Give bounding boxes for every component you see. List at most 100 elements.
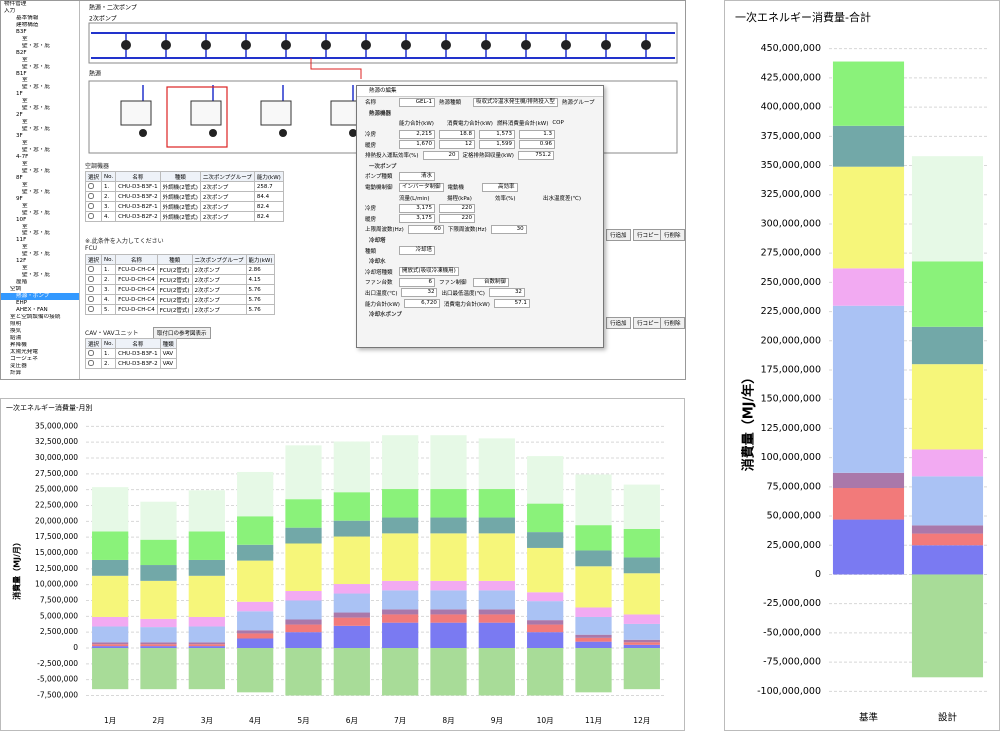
row-button[interactable]: 行コピー [633,317,664,329]
checkbox[interactable] [88,192,94,199]
tree-item[interactable]: 室 [1,224,79,231]
checkbox[interactable] [88,359,94,366]
tree-item[interactable]: 空調 [1,286,79,293]
tree-item[interactable]: 4-7F [1,154,79,161]
field-value[interactable]: 吸収式冷温水発生機/排熱投入型 [473,97,558,107]
tree-item[interactable]: 壁・窓・庇 [1,43,79,50]
field-value[interactable]: 台数制御 [473,277,509,287]
field-value[interactable]: 開放式(吸収冷凍機用) [399,267,459,277]
tree-item[interactable]: 室 [1,161,79,168]
row-button[interactable]: 行追加 [606,317,631,329]
tree-item[interactable]: 室 [1,57,79,64]
tree-item[interactable]: 室 [1,36,79,43]
tree-item[interactable]: 9F [1,196,79,203]
tree-item[interactable]: 壁・窓・庇 [1,64,79,71]
field-value[interactable]: 2,215 [399,129,435,139]
field-value[interactable]: 1,599 [479,140,515,150]
tree-item[interactable]: 照明 [1,321,79,328]
field-value[interactable]: 751.2 [517,150,554,160]
field-value[interactable]: 1,573 [479,129,515,139]
tree-item[interactable]: 室 [1,203,79,210]
tree-item[interactable]: 基本情報 [1,15,79,22]
checkbox[interactable] [88,182,94,189]
field-value[interactable]: インバータ制御 [399,182,444,192]
tree-item[interactable]: 壁・窓・庇 [1,230,79,237]
row-button[interactable]: 行削除 [660,317,685,329]
tree-item[interactable]: B1F [1,71,79,78]
field-value[interactable]: 1,670 [399,140,435,150]
tree-item[interactable]: 1F [1,91,79,98]
field-value[interactable]: 3,175 [399,203,435,213]
checkbox[interactable] [88,305,94,312]
field-value[interactable]: 冷却塔 [399,246,435,256]
field-value[interactable]: 60 [407,224,444,234]
tree-item[interactable]: 壁・窓・庇 [1,168,79,175]
checkbox[interactable] [88,212,94,219]
tree-item[interactable]: B2F [1,50,79,57]
field-value[interactable]: 6 [399,277,435,287]
tree-item[interactable]: 物件管理 [1,1,79,8]
checkbox[interactable] [88,349,94,356]
tree-item[interactable]: AHEX・FAN [1,307,79,314]
tree-item[interactable]: 8F [1,175,79,182]
field-value[interactable]: 1.3 [519,129,555,139]
figure-button[interactable]: 取付口の参考図表示 [153,327,211,339]
field-value[interactable]: 18.8 [439,129,475,139]
tree-item[interactable]: 12F [1,258,79,265]
field-value[interactable]: 6,720 [403,299,440,309]
field-value[interactable]: 清水 [399,171,435,181]
tree-item[interactable]: 室 [1,265,79,272]
tree-item[interactable]: 10F [1,217,79,224]
tree-item[interactable]: 昇降機 [1,342,79,349]
field-value[interactable]: 220 [439,203,475,213]
checkbox[interactable] [88,285,94,292]
checkbox[interactable] [88,295,94,302]
tree-item[interactable]: 室 [1,119,79,126]
field-value[interactable]: 30 [490,224,527,234]
tree-item[interactable]: 太陽光発電 [1,349,79,356]
tree-item[interactable]: 2F [1,112,79,119]
checkbox[interactable] [88,202,94,209]
tree-item[interactable]: 室 [1,182,79,189]
field-value[interactable]: 0.96 [519,140,555,150]
tree-item[interactable]: 熱源・ポンプ [1,293,79,300]
tree-item[interactable]: 変圧器 [1,363,79,370]
tree-item[interactable]: 建物構造 [1,22,79,29]
field-value[interactable]: 32 [401,288,438,298]
field-value[interactable]: 32 [488,288,525,298]
tree-item[interactable]: 11F [1,237,79,244]
tree-item[interactable]: 換気 [1,328,79,335]
tree-item[interactable]: 壁・窓・庇 [1,126,79,133]
tree-item[interactable]: 室 [1,244,79,251]
tree-item[interactable]: 壁・窓・庇 [1,210,79,217]
tree-item[interactable]: 入力 [1,8,79,15]
tree-item[interactable]: 給湯 [1,335,79,342]
tree-item[interactable]: 室 [1,140,79,147]
row-button[interactable]: 行削除 [660,229,685,241]
row-button[interactable]: 行追加 [606,229,631,241]
tree-item[interactable]: 壁・窓・庇 [1,147,79,154]
field-value[interactable]: 高効率 [481,182,518,192]
field-value[interactable]: GEL-1 [399,97,435,107]
field-value[interactable]: 12 [439,140,475,150]
tree-item[interactable]: 屋階 [1,279,79,286]
tree-item[interactable]: B3F [1,29,79,36]
tree-item[interactable]: EHP [1,300,79,307]
row-button[interactable]: 行コピー [633,229,664,241]
field-value[interactable]: 220 [439,214,475,224]
tree-item[interactable]: 壁・窓・庇 [1,189,79,196]
tree-item[interactable]: 3F [1,133,79,140]
tree-item[interactable]: 室 [1,98,79,105]
checkbox[interactable] [88,275,94,282]
tree-item[interactable]: 壁・窓・庇 [1,105,79,112]
tree-item[interactable]: コージェネ [1,356,79,363]
field-value[interactable]: 57.1 [493,299,530,309]
checkbox[interactable] [88,265,94,272]
field-value[interactable]: 20 [422,150,459,160]
tree-item[interactable]: 壁・窓・庇 [1,84,79,91]
tree-item[interactable]: 計算 [1,370,79,377]
tree-item[interactable]: 壁・窓・庇 [1,251,79,258]
tree-item[interactable]: 室 [1,77,79,84]
field-value[interactable]: 3,175 [399,214,435,224]
tree-item[interactable]: 室と空調設備の接続 [1,314,79,321]
